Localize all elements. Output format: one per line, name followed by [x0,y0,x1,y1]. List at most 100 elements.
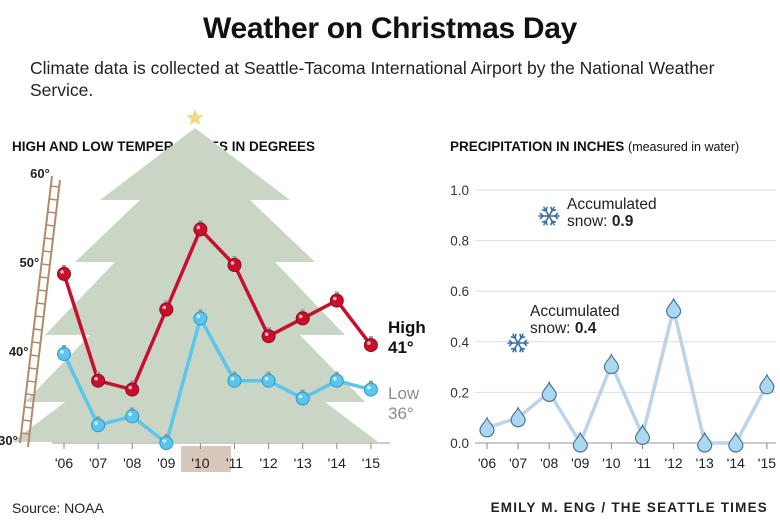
ornament-ball [91,373,106,388]
raindrop-point [603,352,620,375]
snowflake-arm [512,333,519,344]
ornament-ball [261,329,276,344]
high-temp-point [91,371,106,388]
ornament-cap [62,264,66,268]
precip-x-tick-label: '08 [540,455,558,471]
snowflake-branch [539,215,544,220]
raindrop-point [697,431,713,453]
ornament-ball [227,373,242,388]
precip-y-tick-label: 0.4 [450,335,469,350]
temp-x-tick-label: '12 [259,455,277,471]
snowflake-branch [508,342,513,347]
snowflake-branch [541,209,547,212]
temp-y-tick-label: 40° [9,344,29,359]
raindrop-point [510,406,526,428]
ladder-rung [32,341,41,344]
low-temp-point [193,309,208,326]
ornament-ball [227,258,242,272]
ornament-cap [300,389,305,393]
snow-annotation-2010-line2: snow: [567,213,608,230]
ladder-rung [49,198,58,201]
ornament-cap [198,309,203,313]
ornament-ball [91,418,106,433]
snowflake-branch [550,206,553,212]
temp-x-tick-label: '14 [328,455,346,471]
ornament-ball [329,373,344,388]
snowflake-icon [507,333,529,353]
ladder-rung [47,211,56,214]
precip-x-tick-label: '06 [478,455,496,471]
ornament-shine [60,270,64,274]
temp-x-tick-label: '10 [191,455,209,471]
snowflake-arm [517,333,524,344]
precip-x-tick-label: '14 [727,455,745,471]
snowflake-arm [517,342,524,353]
ladder-rung [39,276,48,279]
low-temp-point [91,416,106,433]
ornament-ball [363,338,378,353]
ladder-rung [50,185,59,188]
precip-x-tick-label: '12 [664,455,682,471]
temp-x-tick-label: '07 [89,455,107,471]
ladder-rung [46,224,55,227]
high-temp-line [62,227,373,392]
low-label-text: Low [388,384,420,403]
snowflake-arm [512,342,519,353]
ornament-shine [298,394,303,399]
ornament-cap [198,220,203,224]
precipitation-title-paren: (measured in water) [628,140,740,154]
low-end-label: Low 36° [388,384,419,424]
snow-annotation-2008-line2: snow: [530,320,571,337]
ornament-cap [368,336,373,340]
ornament-shine [298,314,303,319]
ornament-ball [159,436,174,450]
temp-x-tick-label: '08 [123,455,141,471]
snowflake-icon [538,206,560,226]
ornament-ball [159,302,174,317]
ornament-shine [128,385,132,390]
low-temp-point [329,371,344,388]
ornament-shine [162,439,167,443]
precip-x-tick-label: '13 [696,455,714,471]
temp-x-tick-label: '11 [226,455,243,471]
ornament-ball [363,382,378,397]
ladder-rung [38,289,47,292]
source-note: Source: NOAA [12,500,104,516]
ornament-shine [264,376,269,381]
ornament-cap [266,327,271,331]
snow-annotation-2008: Accumulated snow: 0.4 [530,303,620,337]
christmas-tree-background [12,109,378,442]
snowflake-branch [520,347,526,350]
ornament-cap [232,371,237,375]
snowflake-arm [548,215,555,226]
snowflake-arm [543,215,550,226]
snowflake-branch [519,333,522,339]
ornament-cap [334,371,339,375]
ladder-rung [33,328,42,331]
high-temp-point [125,380,140,397]
ornament-shine [128,412,132,417]
low-temp-line [62,316,372,445]
snowflake-arm [548,206,555,217]
ornament-cap [368,380,373,384]
ornament-ball [57,347,71,361]
ornament-shine [230,376,235,381]
raindrop-point [572,431,588,453]
low-temp-point [57,345,71,361]
precipitation-chart: 0.0 0.2 0.4 0.6 0.8 1.0 '06 '07 '08 '09 '10 '11 '12 '… [450,183,776,471]
snowflake-branch [523,339,528,344]
temp-x-tick-label: '13 [294,455,312,471]
high-temp-point [193,220,208,237]
ornament-ball [261,373,276,388]
ornament-cap [164,434,169,437]
precipitation-title-main: PRECIPITATION IN INCHES [450,139,625,154]
high-temp-point [227,256,242,272]
ladder-axis [19,175,61,448]
ornament-shine [367,341,371,345]
low-temp-point [295,389,310,406]
ornament-cap [300,309,305,313]
snowflake-branch [551,220,557,223]
ladder-rung [42,250,52,253]
snowflake-branch [545,220,548,226]
tree-shape [12,128,378,442]
